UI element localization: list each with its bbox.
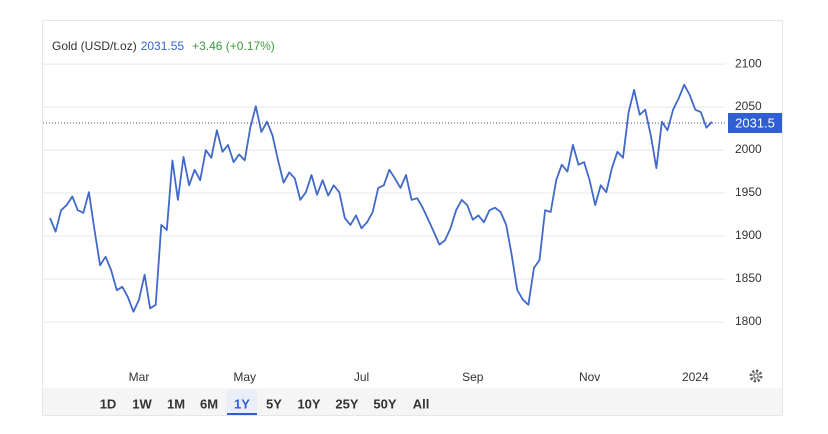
price: 2031.55 <box>141 39 185 53</box>
range-button[interactable]: 1Y <box>234 396 250 411</box>
y-tick-label: 1950 <box>735 185 762 199</box>
range-button[interactable]: 5Y <box>266 396 282 411</box>
chart-title: Gold (USD/t.oz) <box>52 39 137 53</box>
x-tick-label: May <box>233 370 256 384</box>
x-tick-label: Jul <box>354 370 369 384</box>
last-price-box <box>728 112 782 133</box>
range-bar <box>43 388 782 415</box>
range-selected-bg <box>227 390 257 414</box>
price-change: +3.46 (+0.17%) <box>192 39 275 53</box>
x-tick-label: 2024 <box>682 370 709 384</box>
y-tick-label: 2050 <box>735 99 762 113</box>
y-tick-label: 2100 <box>735 56 762 70</box>
y-tick-label: 1800 <box>735 314 762 328</box>
y-tick-label: 1900 <box>735 228 762 242</box>
range-button[interactable]: 6M <box>200 396 218 411</box>
range-button[interactable]: 1W <box>132 396 152 411</box>
price-line <box>49 83 713 313</box>
y-tick-label: 1850 <box>735 271 762 285</box>
x-tick-label: Sep <box>462 370 484 384</box>
range-button[interactable]: 50Y <box>373 396 396 411</box>
y-tick-label: 2000 <box>735 142 762 156</box>
x-tick-label: Mar <box>129 370 150 384</box>
last-price-label: 2031.5 <box>735 115 775 130</box>
range-button[interactable]: 10Y <box>297 396 320 411</box>
range-button[interactable]: All <box>413 396 430 411</box>
range-button[interactable]: 1D <box>100 396 117 411</box>
range-button[interactable]: 25Y <box>335 396 358 411</box>
range-button[interactable]: 1M <box>167 396 185 411</box>
settings-icon[interactable] <box>749 369 763 383</box>
x-tick-label: Nov <box>579 370 600 384</box>
chart-frame <box>42 20 783 416</box>
